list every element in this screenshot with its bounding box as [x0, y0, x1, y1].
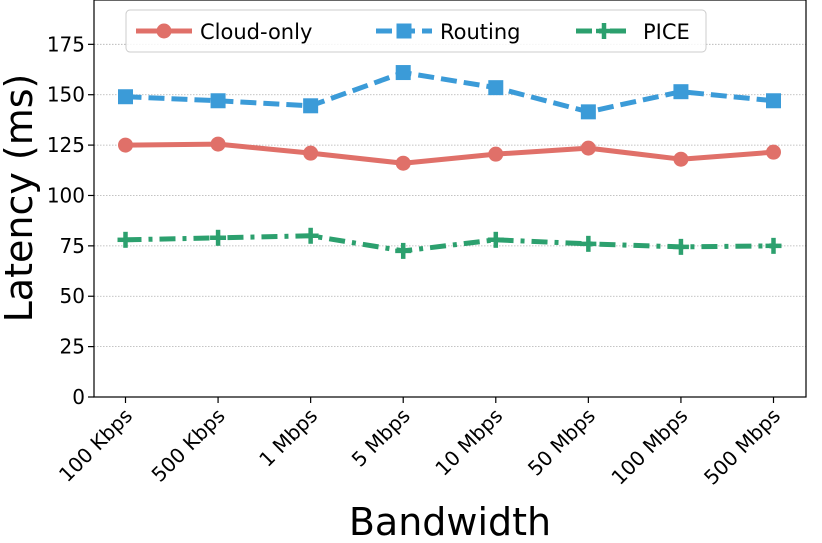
series-line — [125, 70, 774, 115]
x-tick-label: 100 Mbps — [606, 404, 692, 490]
legend-marker — [156, 23, 172, 39]
data-point — [303, 98, 319, 114]
x-tick-label: 50 Mbps — [523, 404, 600, 481]
series-routing — [118, 65, 781, 120]
y-tick-label: 100 — [47, 183, 85, 207]
data-point — [673, 151, 689, 167]
legend: Cloud-only Routing PICE — [125, 9, 707, 53]
legend-item: Routing — [376, 20, 521, 44]
data-point — [766, 144, 781, 160]
legend-label: PICE — [643, 20, 690, 44]
series-line — [125, 233, 774, 254]
series-group — [117, 65, 782, 259]
data-point — [488, 80, 504, 96]
y-tick-label: 50 — [60, 284, 85, 308]
x-tick-label: 500 Mbps — [699, 404, 785, 490]
y-tick-label: 125 — [47, 133, 85, 157]
data-point — [118, 137, 133, 153]
y-tick-label: 25 — [60, 335, 85, 359]
series-pice — [117, 227, 782, 259]
data-point — [210, 93, 226, 109]
x-tick-label: 500 Kbps — [147, 404, 230, 487]
data-point — [395, 242, 412, 259]
data-point — [117, 231, 134, 248]
data-point — [488, 146, 504, 162]
legend-item: PICE — [576, 20, 690, 44]
data-point — [303, 145, 319, 161]
grid-lines — [94, 43, 806, 398]
data-point — [580, 104, 596, 120]
data-point — [487, 231, 504, 248]
data-point — [580, 140, 596, 156]
y-tick-label: 175 — [47, 32, 85, 56]
legend-item: Cloud-only — [136, 20, 312, 44]
legend-label: Routing — [440, 20, 521, 44]
y-axis-ticks: 0 25 50 75 100 125 150 175 — [47, 32, 94, 409]
legend-label: Cloud-only — [200, 20, 312, 44]
legend-marker — [396, 23, 412, 39]
x-tick-label: 1 Mbps — [254, 404, 322, 472]
data-point — [210, 229, 227, 246]
data-point — [580, 235, 597, 252]
data-point — [118, 89, 133, 105]
series-line — [125, 141, 774, 166]
x-tick-label: 10 Mbps — [430, 404, 507, 481]
legend-marker — [596, 23, 612, 39]
data-point — [672, 238, 689, 255]
data-point — [210, 136, 226, 152]
plot-area-frame — [93, 0, 807, 398]
data-point — [395, 65, 411, 81]
series-cloud-only — [118, 136, 781, 171]
data-point — [673, 84, 689, 100]
x-axis-ticks: 100 Kbps 500 Kbps 1 Mbps 5 Mbps 10 Mbps 50 Mb… — [54, 397, 785, 490]
y-tick-label: 0 — [72, 385, 85, 409]
data-point — [395, 155, 411, 171]
x-tick-label: 100 Kbps — [54, 404, 137, 487]
y-tick-label: 150 — [47, 83, 85, 107]
data-point — [766, 93, 781, 109]
x-axis-title: Bandwidth — [349, 500, 551, 543]
y-axis-title: Latency (ms) — [0, 74, 41, 323]
data-point — [302, 227, 319, 244]
y-tick-label: 75 — [60, 234, 85, 258]
data-point — [765, 237, 782, 254]
x-tick-label: 5 Mbps — [347, 404, 415, 472]
legend-box — [125, 9, 707, 53]
